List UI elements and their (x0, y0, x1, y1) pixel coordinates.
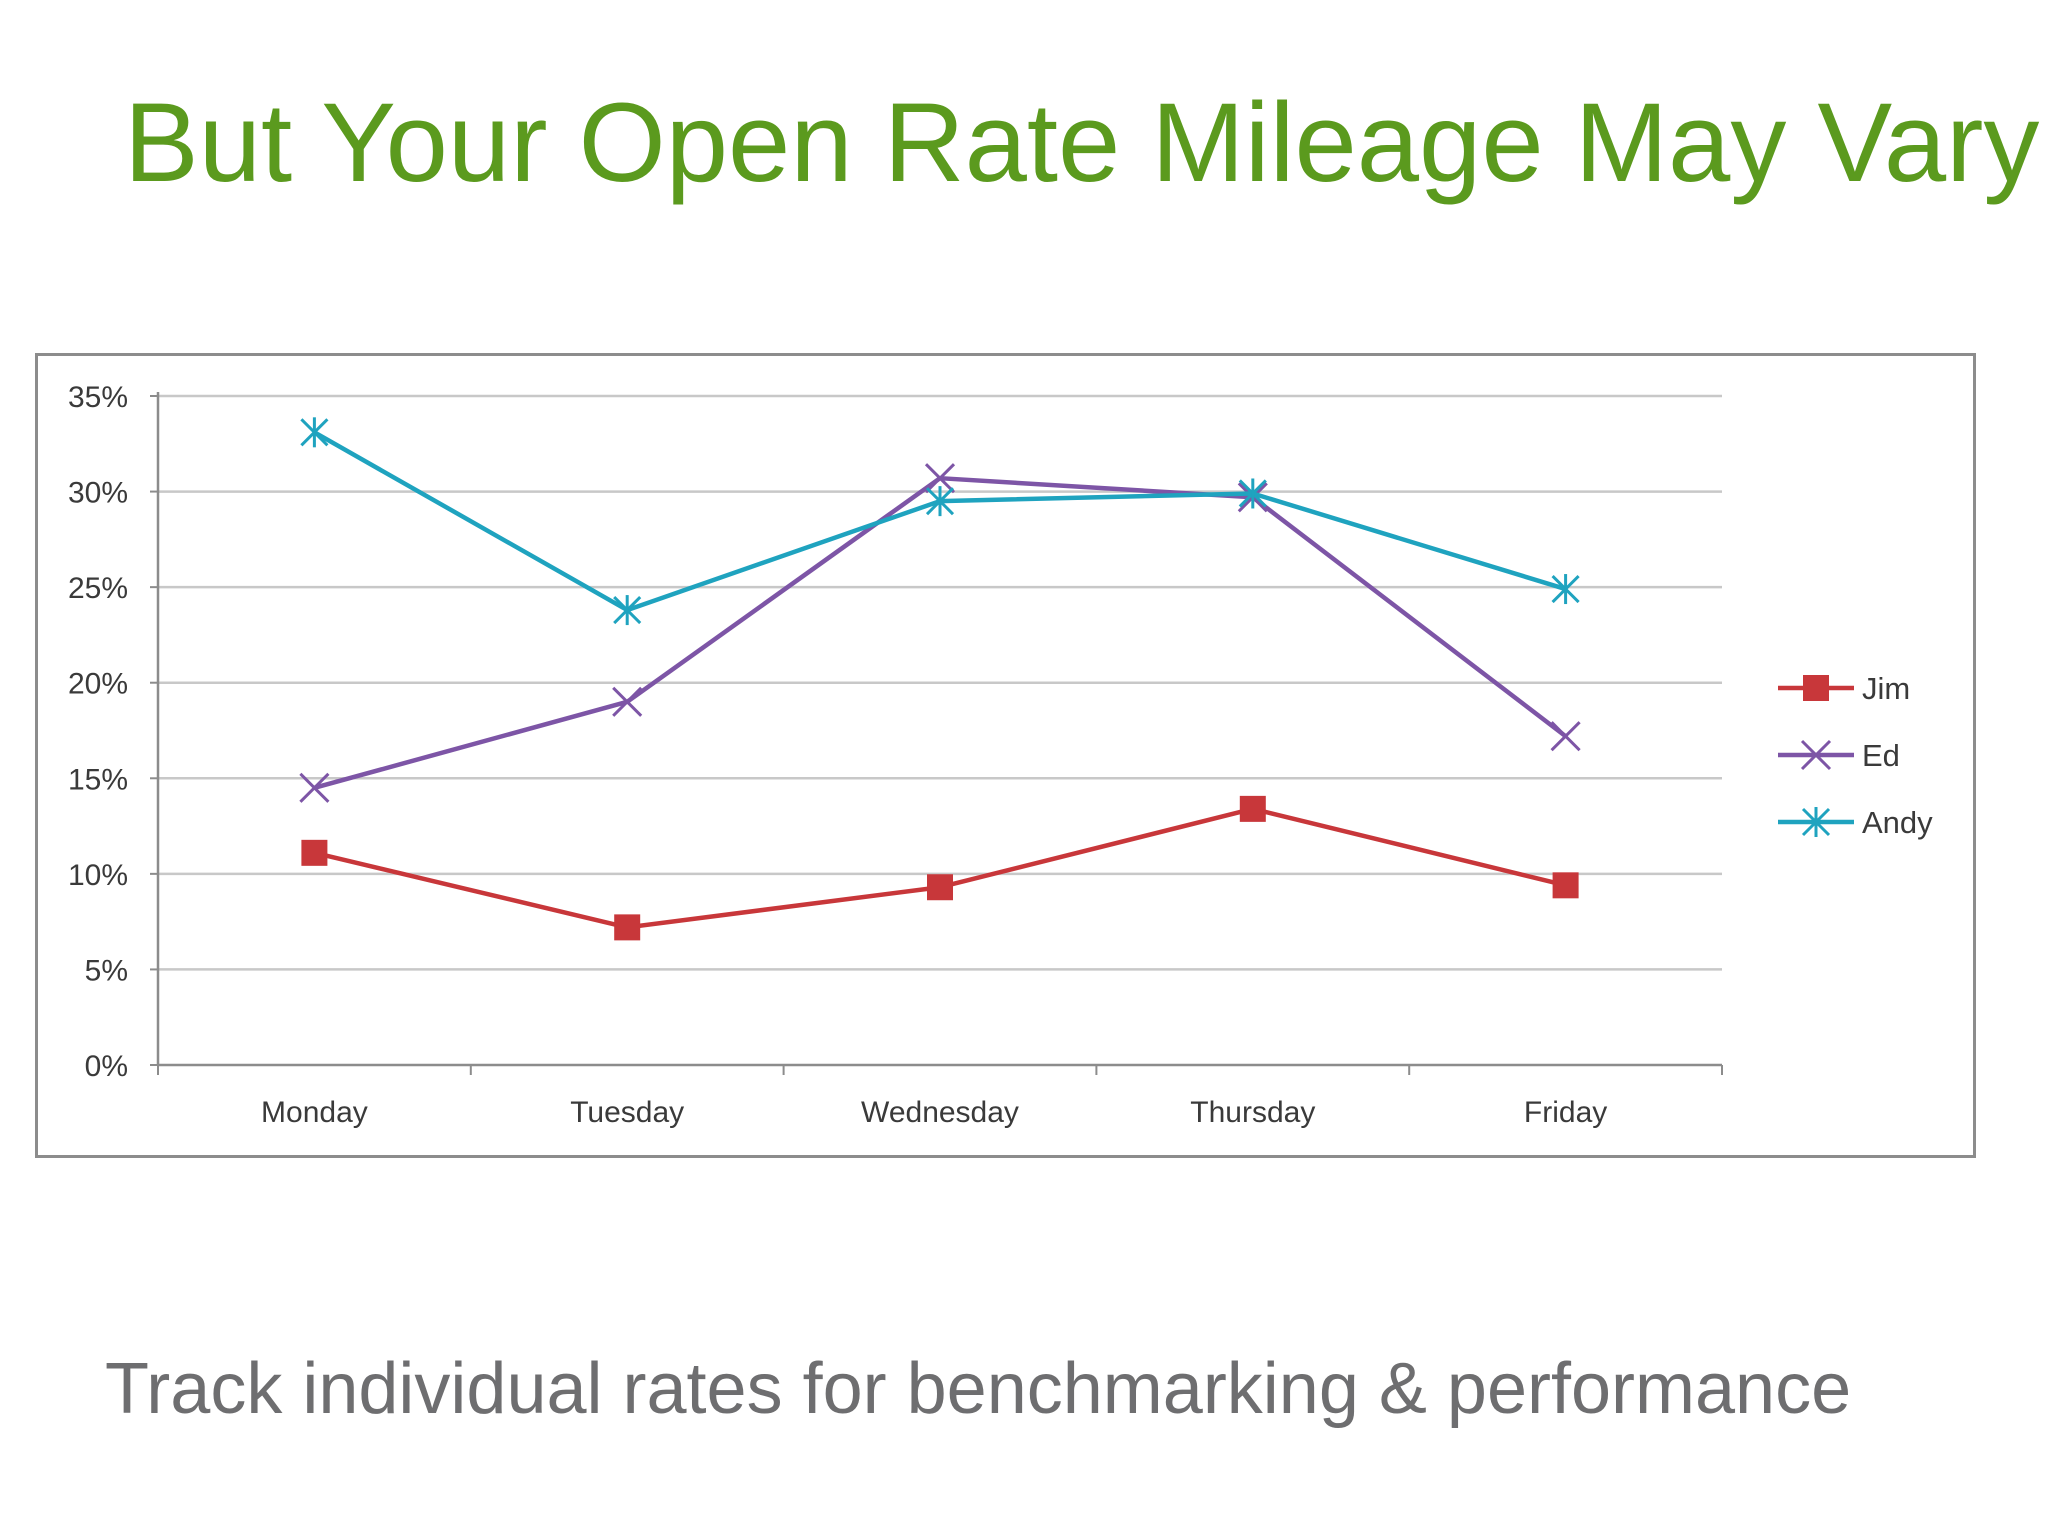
data-point-andy (613, 595, 642, 626)
data-point-ed (924, 463, 956, 494)
legend-item-ed: Ed (1778, 738, 1900, 773)
series-line-jim (313, 806, 1567, 930)
data-point-jim (614, 914, 641, 941)
data-point-jim (1552, 872, 1579, 899)
data-point-ed (299, 772, 330, 803)
legend-label-andy: Andy (1862, 805, 1933, 840)
x-tick-label: Wednesday (861, 1096, 1019, 1129)
slide-title: But Your Open Rate Mileage May Vary (124, 80, 2040, 205)
data-point-jim (1239, 795, 1266, 822)
y-tick-label: 5% (85, 954, 128, 987)
y-tick-label: 35% (68, 381, 128, 414)
x-tick-label: Monday (261, 1096, 368, 1129)
y-tick-label: 10% (68, 859, 128, 892)
legend-label-jim: Jim (1862, 671, 1910, 706)
data-point-andy (300, 417, 329, 448)
data-point-ed (612, 686, 643, 717)
y-tick-label: 15% (68, 763, 128, 796)
data-point-andy (1551, 574, 1580, 605)
legend-label-ed: Ed (1862, 738, 1900, 773)
data-point-ed (1550, 721, 1581, 752)
legend-marker-ed (1800, 739, 1832, 771)
y-tick-label: 0% (85, 1050, 128, 1083)
slide-caption: Track individual rates for benchmarking … (105, 1349, 1852, 1429)
x-tick-label: Tuesday (570, 1096, 684, 1129)
series-line-andy (313, 430, 1567, 613)
y-tick-label: 20% (68, 668, 128, 701)
data-point-andy (925, 486, 955, 517)
y-tick-label: 30% (68, 477, 128, 510)
series-lines (299, 417, 1581, 941)
legend-item-jim: Jim (1778, 671, 1910, 706)
series-line-ed (313, 475, 1567, 791)
x-tick-label: Thursday (1190, 1096, 1315, 1129)
legend-item-andy: Andy (1778, 805, 1933, 840)
data-point-andy (1238, 478, 1267, 509)
legend-marker-andy (1801, 807, 1831, 837)
legend-marker-jim (1803, 675, 1829, 701)
axes: 0% 5% 10% 15% 20% 25% 30% 35% Monday Tuesday Wedne… (68, 381, 1723, 1129)
x-tick-label: Friday (1524, 1096, 1607, 1129)
chart-frame (35, 353, 1976, 1158)
data-point-jim (301, 839, 328, 866)
legend: Jim Ed Andy (1778, 671, 1933, 840)
data-point-jim (927, 874, 953, 901)
y-tick-label: 25% (68, 572, 128, 605)
